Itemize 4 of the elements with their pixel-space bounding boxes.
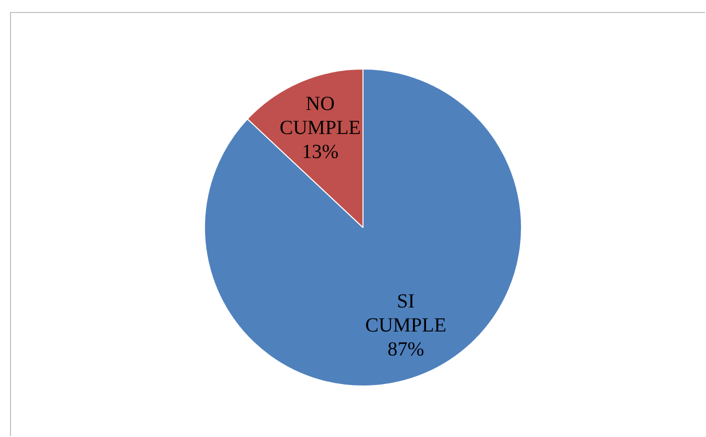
slice-label: SI CUMPLE (365, 290, 446, 337)
data-label: 13% (302, 140, 339, 163)
data-label: 87% (387, 338, 424, 361)
slice-label: NO CUMPLE (280, 92, 361, 139)
